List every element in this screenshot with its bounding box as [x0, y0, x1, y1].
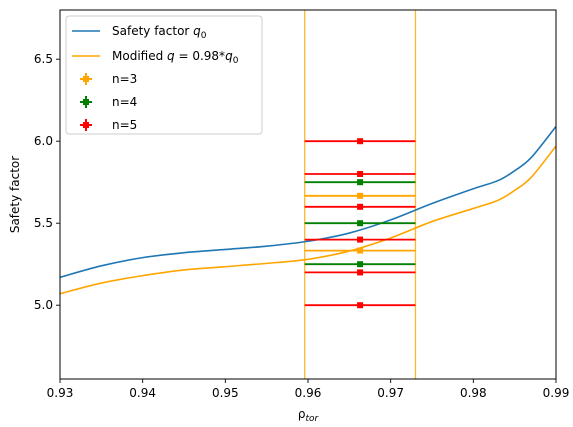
y-axis-ticks: 5.0 5.5 6.0 6.5	[34, 52, 60, 312]
x-tick-label: 0.96	[295, 386, 322, 400]
vertical-lines	[304, 10, 417, 379]
legend-label-q0: Safety factor q0	[112, 24, 207, 41]
errorbar-marker	[357, 171, 364, 177]
errorbar-points	[304, 138, 416, 309]
x-tick-label: 0.95	[212, 386, 239, 400]
legend-label-n5: n=5	[112, 118, 137, 132]
legend-label-n3: n=3	[112, 72, 137, 86]
errorbar-n=3-0	[304, 247, 416, 254]
errorbar-n=4-1	[304, 220, 416, 227]
y-axis-label: Safety factor	[8, 156, 22, 233]
y-tick-label: 6.0	[34, 134, 53, 148]
legend: Safety factor q0 Modified q = 0.98*q0 n=…	[65, 15, 263, 135]
errorbar-marker	[357, 261, 364, 268]
errorbar-marker	[357, 302, 364, 309]
errorbar-n=5-5	[304, 138, 416, 145]
errorbar-n=3-1	[304, 192, 416, 199]
series-line-0	[60, 125, 556, 279]
errorbar-n=5-0	[304, 302, 416, 309]
y-tick-label: 5.5	[34, 216, 53, 230]
errorbar-marker	[357, 138, 364, 145]
errorbar-n=5-1	[304, 269, 416, 276]
x-axis-ticks: 0.93 0.94 0.95 0.96 0.97 0.98 0.99	[47, 379, 570, 400]
errorbar-n=4-0	[304, 261, 416, 268]
legend-label-n4: n=4	[112, 95, 137, 109]
errorbar-n=5-4	[304, 171, 416, 177]
errorbar-n=5-3	[304, 203, 416, 210]
x-tick-label: 0.98	[460, 386, 487, 400]
x-tick-label: 0.99	[543, 386, 570, 400]
errorbar-n=4-2	[304, 179, 416, 186]
y-tick-label: 6.5	[34, 52, 53, 66]
errorbar-marker	[357, 179, 364, 186]
x-tick-label: 0.93	[47, 386, 74, 400]
legend-label-modified-q: Modified q = 0.98*q0	[112, 49, 239, 66]
legend-swatch-n3	[80, 73, 92, 85]
errorbar-marker	[357, 203, 364, 210]
errorbar-marker	[357, 220, 364, 227]
x-axis-label-sub: tor	[305, 414, 319, 424]
x-axis-label: ρtor	[298, 407, 320, 424]
x-axis-label-main: ρ	[298, 407, 306, 421]
legend-swatch-n4	[80, 96, 92, 108]
legend-box	[65, 15, 263, 135]
errorbar-marker	[357, 247, 364, 254]
errorbar-marker	[357, 192, 364, 199]
x-tick-label: 0.94	[129, 386, 156, 400]
errorbar-marker	[357, 236, 364, 243]
y-tick-label: 5.0	[34, 298, 53, 312]
x-tick-label: 0.97	[377, 386, 404, 400]
legend-swatch-n5	[80, 119, 92, 131]
errorbar-marker	[357, 269, 364, 276]
errorbar-n=5-2	[304, 236, 416, 243]
